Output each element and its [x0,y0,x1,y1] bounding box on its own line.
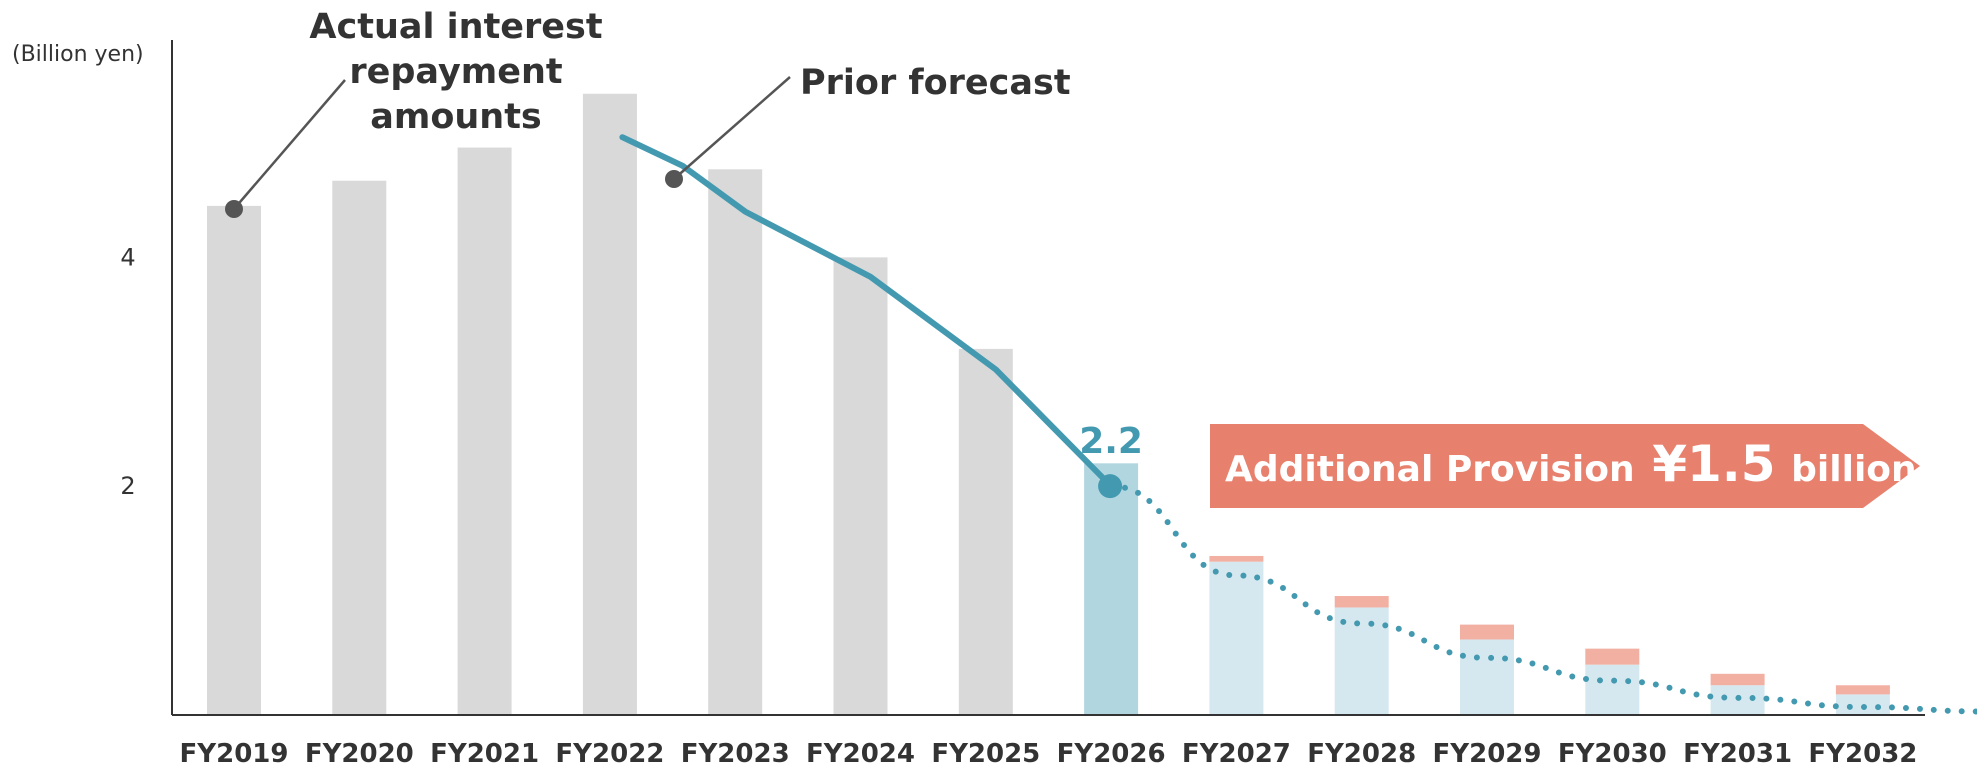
fy2026-point [1098,474,1123,499]
additional-provision-fy2029 [1460,624,1514,640]
actual-callout-dot [225,200,243,218]
bar-fy2020 [332,180,387,715]
bar-fy2019 [207,205,261,715]
y-axis-unit-label: (Billion yen) [12,42,144,67]
bar-fy2030 [1585,664,1640,715]
bar-fy2028 [1334,607,1389,715]
bar-fy2021 [457,147,512,716]
y-tick-2: 2 [120,472,135,500]
bar-fy2029 [1460,639,1514,715]
bar-fy2025 [958,348,1013,715]
axes [171,40,1925,716]
bar-fy2024 [833,257,888,715]
x-label-fy2026: FY2026 [1057,739,1166,769]
prior-forecast-callout: Prior forecast [665,63,1071,188]
prior-callout-text: Prior forecast [800,63,1071,103]
additional-provision-fy2032 [1835,685,1890,695]
x-label-fy2021: FY2021 [430,739,539,769]
actual-callout-line-2: repayment [349,52,562,92]
x-label-fy2023: FY2023 [681,739,790,769]
bar-fy2023 [708,169,763,715]
projection-dotted-line [1108,483,1977,715]
x-label-fy2022: FY2022 [555,739,664,769]
x-label-fy2028: FY2028 [1307,739,1416,769]
additional-provision-banner: Additional Provision ¥1.5 billion [1210,424,1920,508]
prior-callout-dot [665,170,683,188]
fy2026-value-marker: 2.2 [1079,421,1143,499]
banner-prefix: Additional Provision [1225,449,1635,490]
x-label-fy2020: FY2020 [305,739,414,769]
bars [207,93,1890,716]
additional-provision-fy2030 [1585,648,1640,665]
prior-forecast-line [619,134,1115,490]
fy2026-value-label: 2.2 [1079,421,1143,462]
x-label-fy2024: FY2024 [806,739,915,769]
actual-callout-line-1: Actual interest [309,7,602,47]
banner-arrow-shape [1210,424,1920,508]
additional-provision-fy2027 [1209,555,1264,562]
x-label-fy2029: FY2029 [1433,739,1542,769]
category-labels: FY2019 FY2020 FY2021 FY2022 FY2023 FY2024 FY20… [180,739,1918,769]
additional-provision-fy2031 [1710,673,1765,686]
y-tick-4: 4 [120,243,135,271]
x-label-fy2027: FY2027 [1182,739,1291,769]
x-label-fy2025: FY2025 [931,739,1040,769]
bar-fy2026 [1084,463,1139,715]
banner-suffix: billion [1791,449,1917,490]
banner-amount: ¥1.5 [1652,435,1775,493]
y-tick-labels: 24 [120,243,135,500]
prior-callout-leader [673,76,791,180]
bar-fy2027 [1209,561,1264,715]
x-label-fy2030: FY2030 [1558,739,1667,769]
x-label-fy2032: FY2032 [1808,739,1917,769]
actual-amounts-callout: Actual interest repayment amounts [225,7,603,218]
x-label-fy2019: FY2019 [180,739,289,769]
actual-callout-line-3: amounts [370,97,542,137]
forecast-lines [619,134,1977,715]
bar-fy2022 [582,93,637,716]
banner-label: Additional Provision ¥1.5 billion [1225,435,1917,493]
x-label-fy2031: FY2031 [1683,739,1792,769]
actual-callout-leader [233,79,346,210]
additional-provision-fy2028 [1334,596,1389,608]
